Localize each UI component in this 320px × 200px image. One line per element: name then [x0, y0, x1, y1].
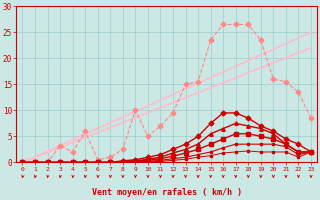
X-axis label: Vent moyen/en rafales ( km/h ): Vent moyen/en rafales ( km/h )	[92, 188, 242, 197]
